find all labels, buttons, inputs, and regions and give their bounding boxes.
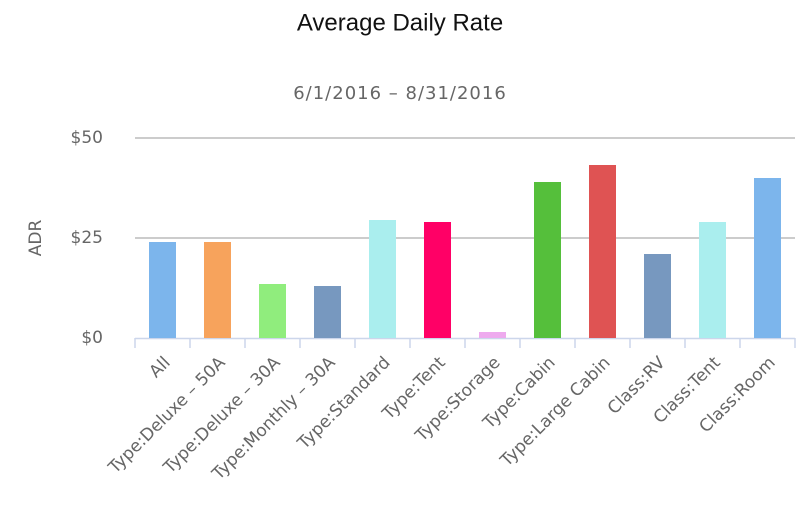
y-tick-label: $25 <box>71 228 103 248</box>
bar <box>149 242 176 338</box>
bar <box>754 178 781 338</box>
bar <box>314 286 341 338</box>
x-tick-label: All <box>146 353 175 382</box>
bar <box>644 254 671 338</box>
y-tick-label: $50 <box>71 128 103 148</box>
bar <box>534 182 561 338</box>
x-tick-label: Type:Standard <box>293 353 394 454</box>
bar <box>204 242 231 338</box>
bar <box>424 222 451 338</box>
bar <box>259 284 286 338</box>
bar <box>699 222 726 338</box>
chart-subtitle: 6/1/2016 – 8/31/2016 <box>293 83 507 104</box>
y-tick-label: $0 <box>81 328 103 348</box>
bar <box>589 165 616 338</box>
y-axis-label: ADR <box>26 220 46 257</box>
bar <box>369 220 396 338</box>
chart-title: Average Daily Rate <box>297 9 503 36</box>
bar <box>479 332 506 338</box>
